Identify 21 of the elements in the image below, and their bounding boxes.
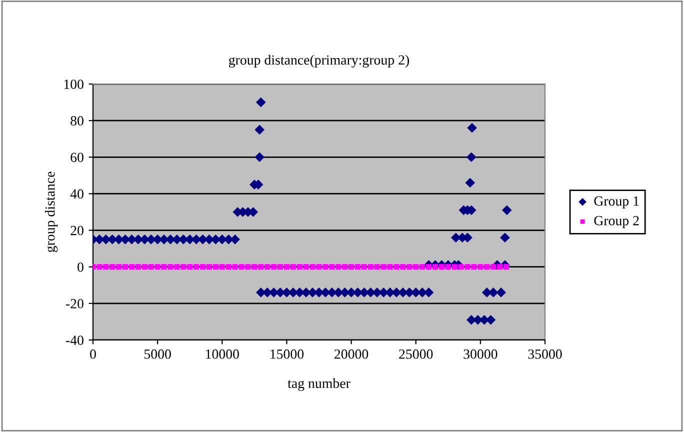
- x-tick-label: 5000: [144, 349, 171, 359]
- x-axis-title: tag number: [288, 378, 350, 391]
- y-tick-label: 20: [70, 226, 84, 236]
- x-tick-label: 30000: [464, 349, 498, 359]
- chart-title: group distance(primary:group 2): [228, 54, 410, 68]
- x-tick-label: 35000: [528, 349, 562, 359]
- x-tick-label: 25000: [399, 349, 433, 359]
- legend-label: Group 2: [594, 216, 639, 228]
- y-tick-label: 80: [70, 116, 84, 126]
- y-tick-label: 100: [64, 80, 84, 89]
- x-tick-label: 10000: [206, 349, 239, 359]
- x-tick-label: 0: [90, 349, 96, 359]
- x-tick-label: 15000: [270, 349, 304, 359]
- y-tick-label: 60: [70, 152, 84, 162]
- y-axis-title: group distance: [44, 172, 58, 252]
- x-tick-label: 20000: [334, 349, 368, 359]
- y-tick-label: 0: [78, 262, 84, 272]
- y-tick-label: -20: [66, 299, 84, 308]
- y-tick-label: 40: [70, 189, 84, 199]
- y-tick-label: -40: [66, 336, 84, 345]
- legend-label: Group 1: [594, 196, 639, 209]
